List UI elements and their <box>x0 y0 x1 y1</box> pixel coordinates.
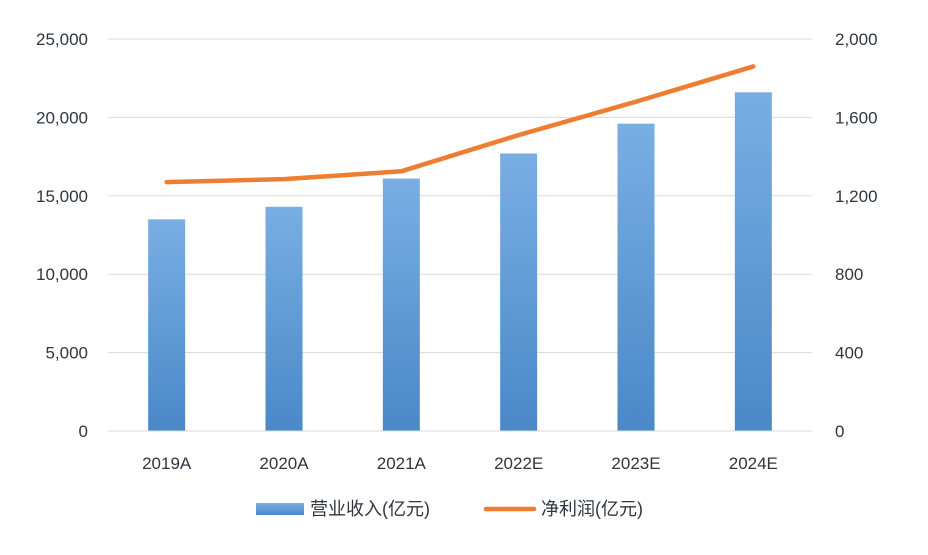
y-left-tick-label: 0 <box>79 422 88 441</box>
grid-lines <box>108 39 812 353</box>
y-left-tick-label: 25,000 <box>36 30 88 49</box>
y-right-tick-label: 0 <box>835 422 844 441</box>
y-right-tick-label: 2,000 <box>835 30 878 49</box>
right-y-axis: 0 400 800 1,200 1,600 2,000 <box>835 30 878 441</box>
legend-line-label: 净利润(亿元) <box>541 499 643 519</box>
y-right-tick-label: 800 <box>835 265 863 284</box>
x-tick-label: 2019A <box>142 454 192 473</box>
left-y-axis: 0 5,000 10,000 15,000 20,000 25,000 <box>36 30 88 441</box>
bar-2022E <box>500 153 537 431</box>
y-right-tick-label: 1,600 <box>835 108 878 127</box>
x-tick-label: 2024E <box>729 454 778 473</box>
bar-2019A <box>148 219 185 431</box>
legend-bar-swatch <box>256 503 304 515</box>
x-axis-labels: 2019A 2020A 2021A 2022E 2023E 2024E <box>142 454 778 473</box>
y-right-tick-label: 1,200 <box>835 187 878 206</box>
y-left-tick-label: 15,000 <box>36 187 88 206</box>
x-tick-label: 2022E <box>494 454 543 473</box>
x-tick-label: 2021A <box>377 454 427 473</box>
line-path <box>167 66 754 182</box>
bar-2021A <box>383 179 420 431</box>
y-right-tick-label: 400 <box>835 344 863 363</box>
y-left-tick-label: 20,000 <box>36 108 88 127</box>
y-left-tick-label: 5,000 <box>45 344 88 363</box>
bar-2023E <box>618 124 655 431</box>
bar-2020A <box>266 207 303 431</box>
y-left-tick-label: 10,000 <box>36 265 88 284</box>
legend-bar-label: 营业收入(亿元) <box>310 499 430 519</box>
bar-2024E <box>735 92 772 431</box>
line-series <box>167 66 754 182</box>
bar-series <box>148 92 772 431</box>
x-tick-label: 2020A <box>259 454 309 473</box>
x-tick-label: 2023E <box>611 454 660 473</box>
legend: 营业收入(亿元) 净利润(亿元) <box>256 499 643 519</box>
